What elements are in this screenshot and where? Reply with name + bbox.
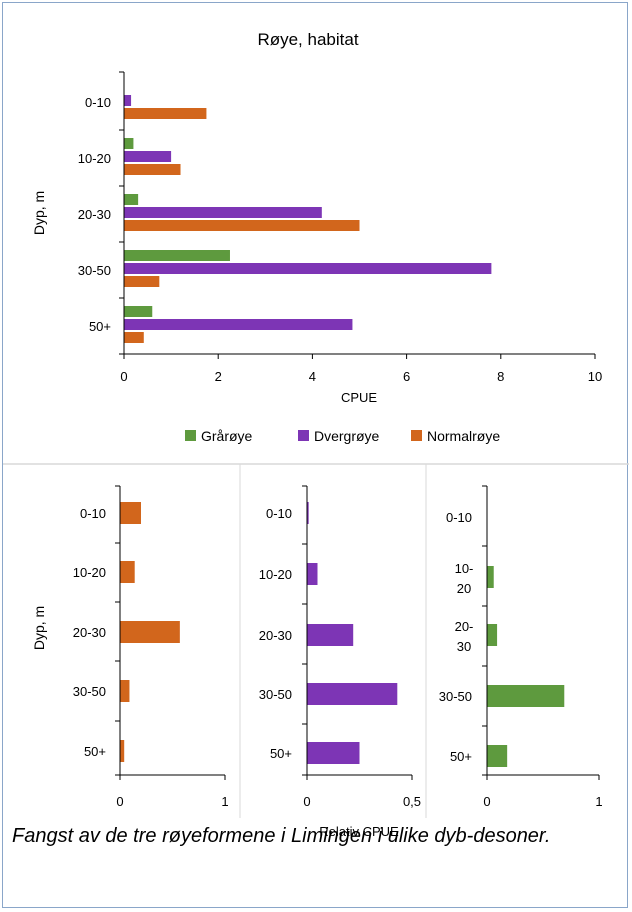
y-tick-label: 20 xyxy=(457,581,471,596)
y-tick-label: 20-30 xyxy=(73,625,106,640)
x-tick-label: 0 xyxy=(483,794,490,809)
y-tick-label: 30-50 xyxy=(259,687,292,702)
y-tick-label: 10-20 xyxy=(259,567,292,582)
x-tick-label: 0 xyxy=(303,794,310,809)
bar-normalr-ye-50+ xyxy=(124,332,144,343)
y-tick-label: 30-50 xyxy=(78,263,111,278)
y-tick-label: 0-10 xyxy=(446,510,472,525)
y-tick-label: 50+ xyxy=(89,319,111,334)
bar-normalr-ye-30-50 xyxy=(124,276,160,287)
y-tick-label: 30 xyxy=(457,639,471,654)
y-tick-label: 20-30 xyxy=(78,207,111,222)
y-axis-label: Dyp, m xyxy=(31,606,47,650)
x-tick-label: 6 xyxy=(403,369,410,384)
x-tick-label: 1 xyxy=(221,794,228,809)
bar-dvergroye-30-50 xyxy=(307,683,398,705)
x-tick-label: 2 xyxy=(215,369,222,384)
legend-label-gr-r-ye: Grårøye xyxy=(201,428,253,444)
bar-dvergr-ye-20-30 xyxy=(124,207,322,218)
x-tick-label: 1 xyxy=(595,794,602,809)
x-axis-label: Relativ CPUE xyxy=(319,824,399,839)
figure-caption: Fangst av de tre røyeformene i Limingen … xyxy=(12,825,551,847)
bar-dvergroye-20-30 xyxy=(307,624,354,646)
bar-dvergr-ye-10-20 xyxy=(124,151,172,162)
bar-normalr-ye-20-30 xyxy=(124,220,360,231)
y-tick-label: 10- xyxy=(455,561,474,576)
legend-label-dvergr-ye: Dvergrøye xyxy=(314,428,380,444)
y-tick-label: 30-50 xyxy=(73,684,106,699)
x-tick-label: 0 xyxy=(120,369,127,384)
bar-graroye-10-20 xyxy=(487,566,494,588)
bar-normalr-ye-0-10 xyxy=(124,108,207,119)
bar-dvergroye-10-20 xyxy=(307,563,318,585)
x-tick-label: 0,5 xyxy=(403,794,421,809)
bar-dvergr-ye-0-10 xyxy=(124,95,132,106)
y-tick-label: 50+ xyxy=(450,749,472,764)
bar-graroye-30-50 xyxy=(487,685,565,707)
legend-label-normalr-ye: Normalrøye xyxy=(427,428,500,444)
chart-title: Røye, habitat xyxy=(257,30,358,49)
bar-gr-r-ye-10-20 xyxy=(124,138,134,149)
bar-gr-r-ye-20-30 xyxy=(124,194,139,205)
y-tick-label: 20- xyxy=(455,619,474,634)
y-tick-label: 50+ xyxy=(270,746,292,761)
legend-swatch-gr-r-ye xyxy=(185,430,196,441)
y-tick-label: 50+ xyxy=(84,744,106,759)
bar-normalroye-30-50 xyxy=(120,680,130,702)
x-tick-label: 0 xyxy=(116,794,123,809)
y-tick-label: 10-20 xyxy=(73,565,106,580)
bar-dvergroye-50+ xyxy=(307,742,360,764)
y-axis-label: Dyp, m xyxy=(31,191,47,235)
bar-gr-r-ye-50+ xyxy=(124,306,153,317)
bar-dvergroye-0-10 xyxy=(307,502,309,524)
y-tick-label: 0-10 xyxy=(266,506,292,521)
bar-normalroye-20-30 xyxy=(120,621,180,643)
y-tick-label: 0-10 xyxy=(85,95,111,110)
x-tick-label: 4 xyxy=(309,369,316,384)
y-tick-label: 0-10 xyxy=(80,506,106,521)
bar-dvergr-ye-30-50 xyxy=(124,263,492,274)
bar-dvergr-ye-50+ xyxy=(124,319,353,330)
legend-swatch-normalr-ye xyxy=(411,430,422,441)
y-tick-label: 10-20 xyxy=(78,151,111,166)
bar-graroye-20-30 xyxy=(487,624,498,646)
bar-normalroye-50+ xyxy=(120,740,125,762)
x-tick-label: 8 xyxy=(497,369,504,384)
x-tick-label: 10 xyxy=(588,369,602,384)
bar-normalr-ye-10-20 xyxy=(124,164,181,175)
bar-gr-r-ye-30-50 xyxy=(124,250,230,261)
x-axis-label: CPUE xyxy=(341,390,377,405)
bar-normalroye-10-20 xyxy=(120,561,135,583)
y-tick-label: 30-50 xyxy=(439,689,472,704)
y-tick-label: 20-30 xyxy=(259,628,292,643)
legend-swatch-dvergr-ye xyxy=(298,430,309,441)
bar-normalroye-0-10 xyxy=(120,502,141,524)
bar-graroye-50+ xyxy=(487,745,508,767)
